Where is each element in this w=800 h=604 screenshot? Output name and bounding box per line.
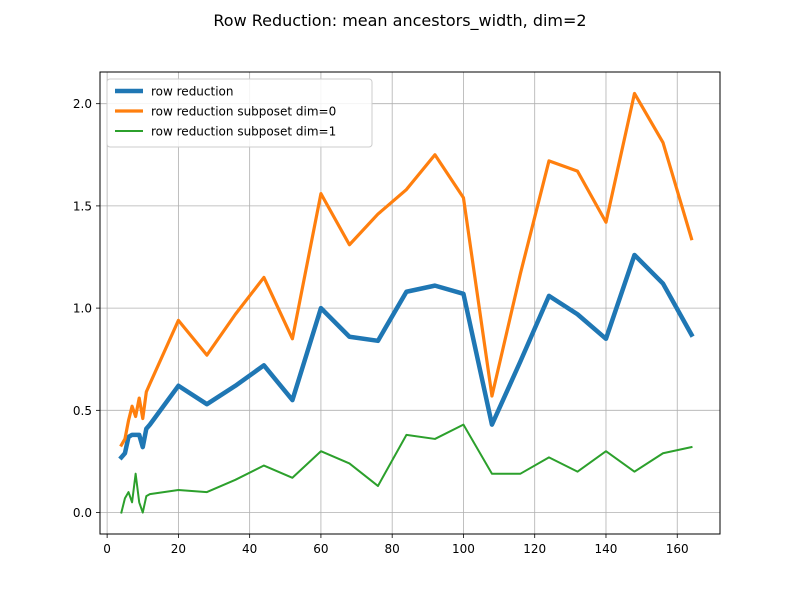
plot-area-frame: [99, 71, 721, 535]
legend-label: row reduction: [151, 85, 234, 99]
legend-label: row reduction subposet dim=0: [151, 105, 336, 119]
x-tick-label: 140: [595, 542, 618, 556]
x-tick-label: 100: [452, 542, 475, 556]
series-lines: [118, 91, 695, 514]
x-tick-label: 80: [385, 542, 400, 556]
y-tick-label: 1.0: [73, 302, 92, 316]
series-line-1: [119, 91, 694, 448]
x-tick-label: 120: [523, 542, 546, 556]
legend-label: row reduction subposet dim=1: [151, 125, 336, 139]
y-tick-label: 0.0: [73, 506, 92, 520]
x-tick-label: 60: [313, 542, 328, 556]
legend-box: [106, 78, 373, 148]
grid: [100, 72, 720, 534]
y-tick-label: 0.5: [73, 404, 92, 418]
x-tick-label: 40: [242, 542, 257, 556]
chart-title: Row Reduction: mean ancestors_width, dim…: [213, 11, 586, 31]
series-line-0: [118, 252, 695, 461]
legend: row reduction row reduction subposet dim=…: [106, 78, 373, 148]
axis-ticks: 0 20 40 60 80 100 120 140 160 0.0 0.5 1.0 1.5 2.0: [73, 97, 689, 556]
x-tick-label: 160: [666, 542, 689, 556]
x-tick-label: 0: [103, 542, 111, 556]
x-tick-label: 20: [171, 542, 186, 556]
series-line-2: [120, 423, 693, 514]
y-tick-label: 1.5: [73, 199, 92, 213]
y-tick-label: 2.0: [73, 97, 92, 111]
